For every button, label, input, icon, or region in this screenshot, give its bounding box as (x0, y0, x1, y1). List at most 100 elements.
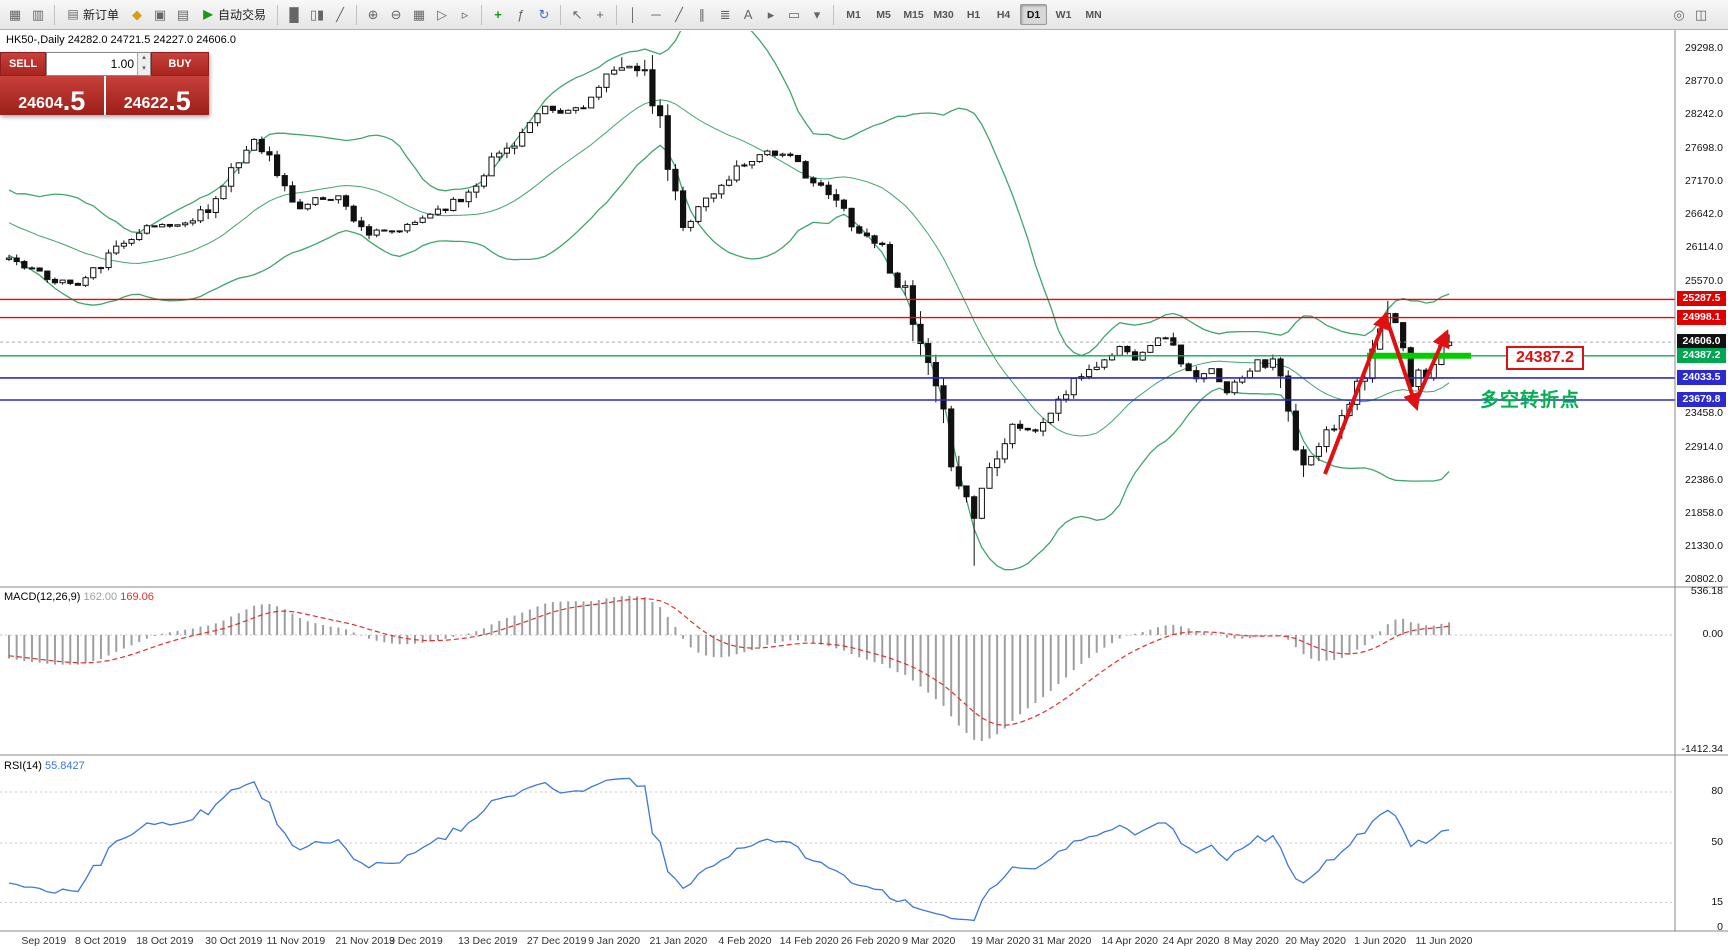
axis-label: 23458.0 (1685, 406, 1723, 419)
date-label: 3 Dec 2019 (389, 935, 443, 947)
timeframe-h1-button[interactable]: H1 (966, 9, 981, 21)
new-order-label: 新订单 (83, 8, 120, 22)
toolbar-right-group: ◎ ◫ (1668, 4, 1712, 26)
arrow-tool-icon[interactable]: ▸ (767, 6, 775, 22)
market-icon[interactable]: ▣ (153, 6, 167, 22)
add-indicator-icon[interactable]: + (494, 6, 502, 22)
symbol-ohlc-info: HK50-,Daily 24282.0 24721.5 24227.0 2460… (6, 34, 236, 46)
axis-label: 50 (1711, 836, 1723, 848)
timeframe-w1-button[interactable]: W1 (1055, 9, 1072, 21)
timeframe-m5-button[interactable]: M5 (876, 9, 891, 21)
chart-shift-icon[interactable]: ▹ (461, 6, 469, 22)
volume-increase-button[interactable]: ▴ (138, 53, 150, 64)
cycle-icon[interactable]: ↻ (538, 6, 550, 22)
volume-field[interactable]: 1.00 ▴ ▾ (46, 52, 151, 76)
bar-chart-type-icon[interactable]: ▐▌ (284, 6, 304, 22)
autotrade-play-icon: ▶ (203, 6, 213, 21)
date-label: 21 Nov 2019 (335, 935, 395, 947)
timeframe-m15-button[interactable]: M15 (903, 9, 924, 21)
new-chart-icon[interactable]: ▦ (8, 6, 22, 22)
trendline-icon[interactable]: ╱ (675, 6, 683, 22)
layers-icon[interactable]: ◫ (1694, 6, 1708, 22)
axis-label: 20802.0 (1685, 572, 1723, 585)
date-label: 8 Oct 2019 (74, 935, 127, 947)
macd-signal-value: 169.06 (120, 591, 154, 603)
new-order-button[interactable]: ▤ 新订单 (60, 3, 125, 27)
buy-price-fraction: .5 (168, 85, 191, 116)
toolbar-separator (277, 4, 279, 25)
fibonacci-icon[interactable]: ≣ (719, 6, 731, 22)
price-tag: 24033.5 (1677, 369, 1726, 385)
date-label: 27 Dec 2019 (526, 935, 587, 947)
date-label: 14 Feb 2020 (779, 935, 839, 947)
timeframe-h4-button[interactable]: H4 (996, 9, 1011, 21)
mail-icon[interactable]: ▤ (176, 6, 190, 22)
axis-label: 27170.0 (1685, 174, 1723, 187)
date-label: 4 Feb 2020 (718, 935, 772, 947)
horizontal-line-icon[interactable]: ─ (651, 6, 661, 22)
axis-label: 28242.0 (1685, 107, 1723, 120)
sell-price-value: 24604 (18, 95, 63, 113)
date-label: 26 Feb 2020 (840, 935, 900, 947)
date-label: 20 May 2020 (1285, 935, 1346, 947)
toolbar-separator (54, 4, 55, 25)
zoom-in-icon[interactable]: ⊕ (367, 6, 379, 22)
candlestick-type-icon[interactable]: ▯▮ (309, 6, 325, 22)
macd-name: MACD(12,26,9) (4, 591, 81, 603)
date-label: 8 May 2020 (1223, 935, 1279, 947)
price-tag: 24998.1 (1677, 309, 1726, 325)
profiles-icon[interactable]: ▥ (31, 6, 45, 22)
volume-decrease-button[interactable]: ▾ (138, 64, 150, 75)
date-label: 9 Jan 2020 (588, 935, 641, 947)
rsi-name: RSI(14) (4, 760, 42, 772)
timeframe-mn-button[interactable]: MN (1085, 9, 1102, 21)
date-label: 14 Apr 2020 (1101, 935, 1159, 947)
toolbar-separator (560, 4, 562, 25)
axis-label: 26642.0 (1685, 207, 1723, 220)
tile-windows-icon[interactable]: ▦ (412, 6, 426, 22)
scripts-icon[interactable]: ◆ (132, 6, 143, 22)
zoom-out-icon[interactable]: ⊖ (390, 6, 402, 22)
date-label: 11 Jun 2020 (1415, 935, 1473, 947)
vertical-line-icon[interactable]: │ (628, 6, 638, 22)
shapes-icon[interactable]: ▭ (787, 6, 801, 22)
price-tag: 24606.0 (1677, 334, 1726, 350)
tools-dropdown-icon[interactable]: ▾ (813, 6, 821, 22)
indicators-icon[interactable]: ƒ (517, 6, 525, 22)
sell-price[interactable]: 24604 .5 (0, 76, 104, 115)
text-tool-icon[interactable]: A (743, 6, 753, 22)
timeframe-d1-button[interactable]: D1 (1020, 4, 1048, 25)
axis-label: 536.18 (1690, 585, 1723, 597)
sell-button[interactable]: SELL (0, 52, 46, 76)
price-tag: 24387.2 (1677, 347, 1726, 363)
timeframe-m1-button[interactable]: M1 (846, 9, 861, 21)
turning-point-annotation[interactable]: 多空转折点 (1480, 390, 1581, 411)
volume-spinner: ▴ ▾ (137, 53, 150, 75)
buy-price[interactable]: 24622 .5 (105, 76, 209, 116)
line-chart-type-icon[interactable]: ╱ (336, 6, 344, 22)
date-label: 21 Jan 2020 (649, 935, 708, 947)
autotrade-label: 自动交易 (218, 8, 267, 22)
sell-price-fraction: .5 (62, 85, 86, 116)
channel-icon[interactable]: ∥ (698, 6, 706, 22)
date-axis: Sep 2019 8 Oct 2019 18 Oct 2019 30 Oct 2019… (0, 933, 1675, 950)
auto-scroll-icon[interactable]: ▷ (437, 6, 448, 22)
autotrade-button[interactable]: ▶ 自动交易 (195, 3, 272, 27)
axis-label: 22386.0 (1685, 473, 1723, 486)
timeframe-m30-button[interactable]: M30 (933, 9, 954, 21)
macd-label: MACD(12,26,9) 162.00 169.06 (4, 591, 154, 603)
date-label: 19 Mar 2020 (971, 935, 1031, 947)
crosshair-icon[interactable]: + (596, 6, 604, 22)
toolbar-separator (833, 4, 835, 25)
date-label: 30 Oct 2019 (205, 935, 263, 947)
search-icon[interactable]: ◎ (1673, 6, 1685, 22)
price-annotation-box[interactable]: 24387.2 (1506, 346, 1584, 370)
volume-value: 1.00 (110, 57, 134, 71)
buy-button[interactable]: BUY (151, 52, 209, 76)
axis-label: 21858.0 (1685, 506, 1723, 519)
axis-label: 22914.0 (1685, 440, 1723, 453)
date-label: 18 Oct 2019 (136, 935, 194, 947)
cursor-icon[interactable]: ↖ (571, 6, 583, 22)
axis-label: 80 (1711, 785, 1723, 797)
